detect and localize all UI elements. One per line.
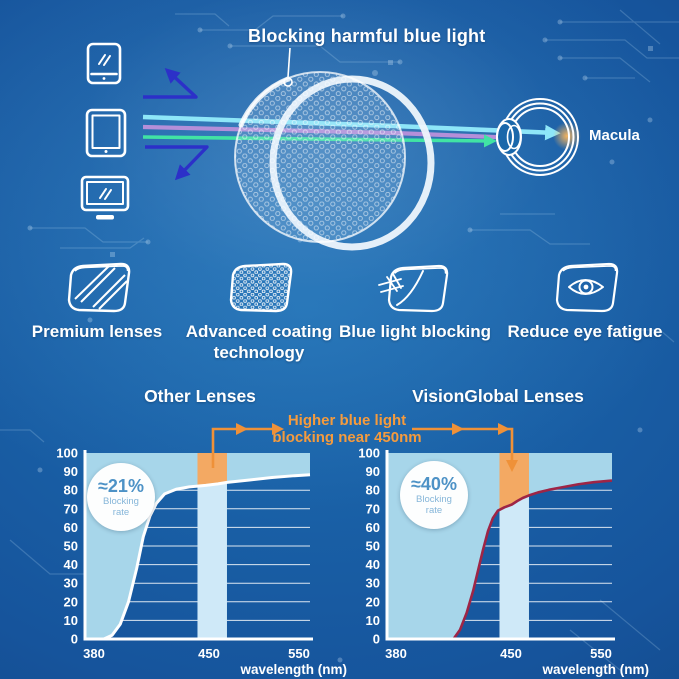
hero-illustration bbox=[80, 42, 581, 251]
axes bbox=[385, 450, 615, 641]
x-tick-label: 380 bbox=[83, 646, 105, 661]
x-tick-label: 550 bbox=[590, 646, 612, 661]
blocking-rate-curve bbox=[452, 479, 613, 640]
striped-lens-icon bbox=[67, 262, 131, 313]
y-tick-label: 60 bbox=[366, 520, 380, 535]
y-tick-label: 10 bbox=[366, 613, 380, 628]
title-leader-line bbox=[283, 47, 293, 87]
y-tick-label: 80 bbox=[366, 483, 380, 498]
band-annotation-line2: blocking near 450nm bbox=[272, 428, 422, 446]
y-tick-label: 100 bbox=[358, 446, 380, 461]
band-annotation-line1: Higher blue light bbox=[287, 412, 407, 429]
y-tick-label: 70 bbox=[64, 501, 78, 516]
x-tick-label: 380 bbox=[385, 646, 407, 661]
y-tick-label: 50 bbox=[366, 539, 380, 554]
axes bbox=[83, 450, 313, 641]
badge-caption: Blocking rate bbox=[416, 493, 452, 516]
y-tick-label: 60 bbox=[64, 520, 78, 535]
coated-lens-icon bbox=[229, 262, 293, 313]
ray-blocking-lens-icon bbox=[378, 264, 449, 313]
eye-lens-icon bbox=[555, 262, 619, 313]
y-tick-label: 90 bbox=[366, 464, 380, 479]
y-tick-label: 30 bbox=[64, 576, 78, 591]
y-tick-label: 40 bbox=[366, 557, 380, 572]
y-tick-label: 20 bbox=[366, 594, 380, 609]
right-chart-title: VisionGlobal Lenses bbox=[412, 386, 584, 406]
x-tick-label: 450 bbox=[198, 646, 220, 661]
left-chart-title: Other Lenses bbox=[144, 386, 256, 406]
eye-illustration bbox=[496, 98, 581, 176]
y-tick-label: 0 bbox=[373, 632, 380, 647]
feature-label: Reduce eye fatigue bbox=[507, 322, 663, 341]
y-tick-label: 70 bbox=[366, 501, 380, 516]
y-tick-label: 10 bbox=[64, 613, 78, 628]
y-tick-label: 20 bbox=[64, 594, 78, 609]
monitor-icon bbox=[80, 175, 130, 220]
feature-label: Advanced coating technology bbox=[185, 322, 333, 362]
y-tick-label: 0 bbox=[71, 632, 78, 647]
badge-value: ≈40% bbox=[411, 473, 457, 494]
badge-caption: Blocking rate bbox=[103, 495, 139, 518]
left-blocking-rate-badge: ≈21% Blocking rate bbox=[87, 463, 155, 531]
x-tick-label: 550 bbox=[288, 646, 310, 661]
feature-label: Premium lenses bbox=[31, 322, 163, 341]
coated-lens-illustration bbox=[234, 71, 435, 251]
y-tick-label: 50 bbox=[64, 539, 78, 554]
x-axis-title: wavelength (nm) bbox=[239, 662, 347, 677]
extra-blocking-highlight bbox=[197, 453, 227, 487]
right-blocking-rate-badge: ≈40% Blocking rate bbox=[400, 461, 468, 529]
y-tick-label: 90 bbox=[64, 464, 78, 479]
y-tick-label: 30 bbox=[366, 576, 380, 591]
tablet-icon bbox=[85, 108, 127, 158]
x-tick-label: 450 bbox=[500, 646, 522, 661]
band-annotation: Higher blue light blocking near 450nm bbox=[236, 412, 458, 446]
y-tick-label: 80 bbox=[64, 483, 78, 498]
macula-label: Macula bbox=[589, 127, 640, 144]
smartphone-icon bbox=[86, 42, 122, 85]
feature-premium-lenses: Premium lenses bbox=[22, 260, 172, 343]
reflected-light-arrows bbox=[143, 67, 209, 181]
y-tick-label: 100 bbox=[56, 446, 78, 461]
y-tick-label: 40 bbox=[64, 557, 78, 572]
feature-reduce-eye-fatigue: Reduce eye fatigue bbox=[505, 260, 665, 343]
blocking-rate-curve bbox=[103, 473, 311, 641]
hero-title: Blocking harmful blue light bbox=[248, 26, 486, 46]
badge-value: ≈21% bbox=[98, 475, 144, 496]
x-axis-title: wavelength (nm) bbox=[541, 662, 649, 677]
feature-blue-light-blocking: Blue light blocking bbox=[335, 260, 495, 343]
feature-label: Blue light blocking bbox=[338, 322, 492, 341]
feature-advanced-coating: Advanced coating technology bbox=[175, 260, 343, 363]
visionglobal-lenses-chart: 0 10 20 30 40 50 60 70 80 90 100 380 450 550wavelengt… bbox=[358, 446, 649, 678]
